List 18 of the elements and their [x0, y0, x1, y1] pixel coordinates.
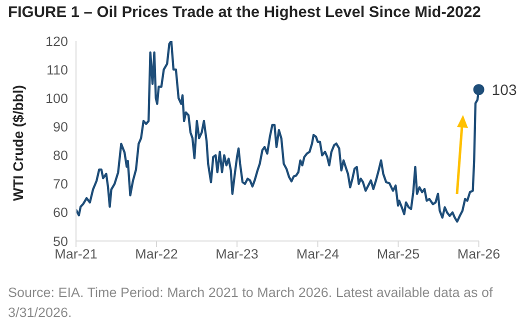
x-tick-label: Mar-25 [376, 246, 420, 262]
y-tick-label: 100 [45, 90, 68, 106]
y-tick-label: 90 [52, 120, 68, 135]
source-note: Source: EIA. Time Period: March 2021 to March 2026. Latest available data as of 3/31/2026. [8, 284, 494, 322]
x-tick-label: Mar-22 [135, 246, 178, 262]
x-tick-label: Mar-26 [457, 246, 500, 262]
y-axis-title: WTI Crude ($/bbl) [10, 85, 26, 201]
y-tick-label: 110 [46, 62, 68, 78]
x-tick-label: Mar-24 [296, 246, 340, 262]
y-tick-label: 120 [45, 34, 68, 49]
x-tick-label: Mar-21 [54, 246, 98, 262]
annotation: 103 [492, 82, 517, 99]
y-tick-label: 50 [52, 234, 68, 249]
y-tick-label: 70 [52, 176, 68, 192]
y-tick-label: 60 [52, 205, 68, 220]
chart-title: FIGURE 1 – Oil Prices Trade at the Highest Level Since Mid-2022 [8, 3, 482, 23]
x-tick-label: Mar-23 [216, 246, 258, 262]
y-tick-label: 80 [52, 148, 68, 164]
